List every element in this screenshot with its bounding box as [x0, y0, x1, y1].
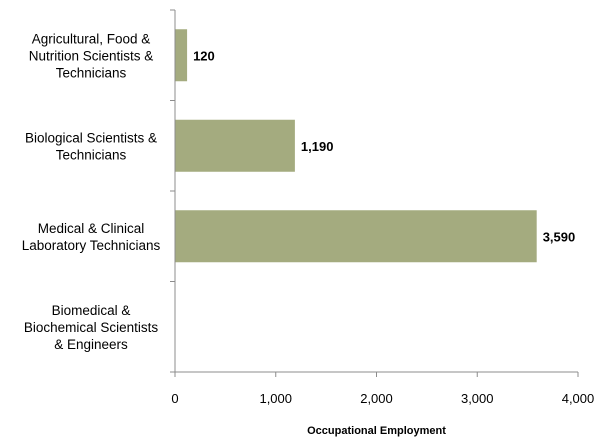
x-tick-label: 2,000 — [360, 391, 393, 406]
data-label: 120 — [193, 48, 215, 63]
category-label: Agricultural, Food & Nutrition Scientists… — [29, 31, 154, 80]
category-label: Medical & Clinical Laboratory Technicians — [22, 221, 161, 253]
x-axis-title: Occupational Employment — [307, 425, 446, 437]
category-label: Biological Scientists & Technicians — [25, 130, 157, 162]
x-tick-labels: 0 1,000 2,000 3,000 4,000 — [171, 391, 594, 406]
x-tick-label: 1,000 — [259, 391, 292, 406]
data-labels: 120 1,190 3,590 — [193, 48, 575, 244]
category-label: Biomedical & Biochemical Scientists & Engi… — [24, 303, 159, 352]
bar — [175, 119, 295, 172]
x-tick-label: 3,000 — [461, 391, 494, 406]
bar — [175, 29, 188, 82]
axes — [170, 9, 579, 377]
data-label: 3,590 — [543, 229, 576, 244]
x-tick-label: 4,000 — [562, 391, 595, 406]
bars — [175, 29, 537, 263]
x-tick-label: 0 — [171, 391, 178, 406]
bar — [175, 210, 537, 263]
category-labels: Agricultural, Food & Nutrition Scientists… — [22, 31, 161, 352]
data-label: 1,190 — [301, 139, 334, 154]
